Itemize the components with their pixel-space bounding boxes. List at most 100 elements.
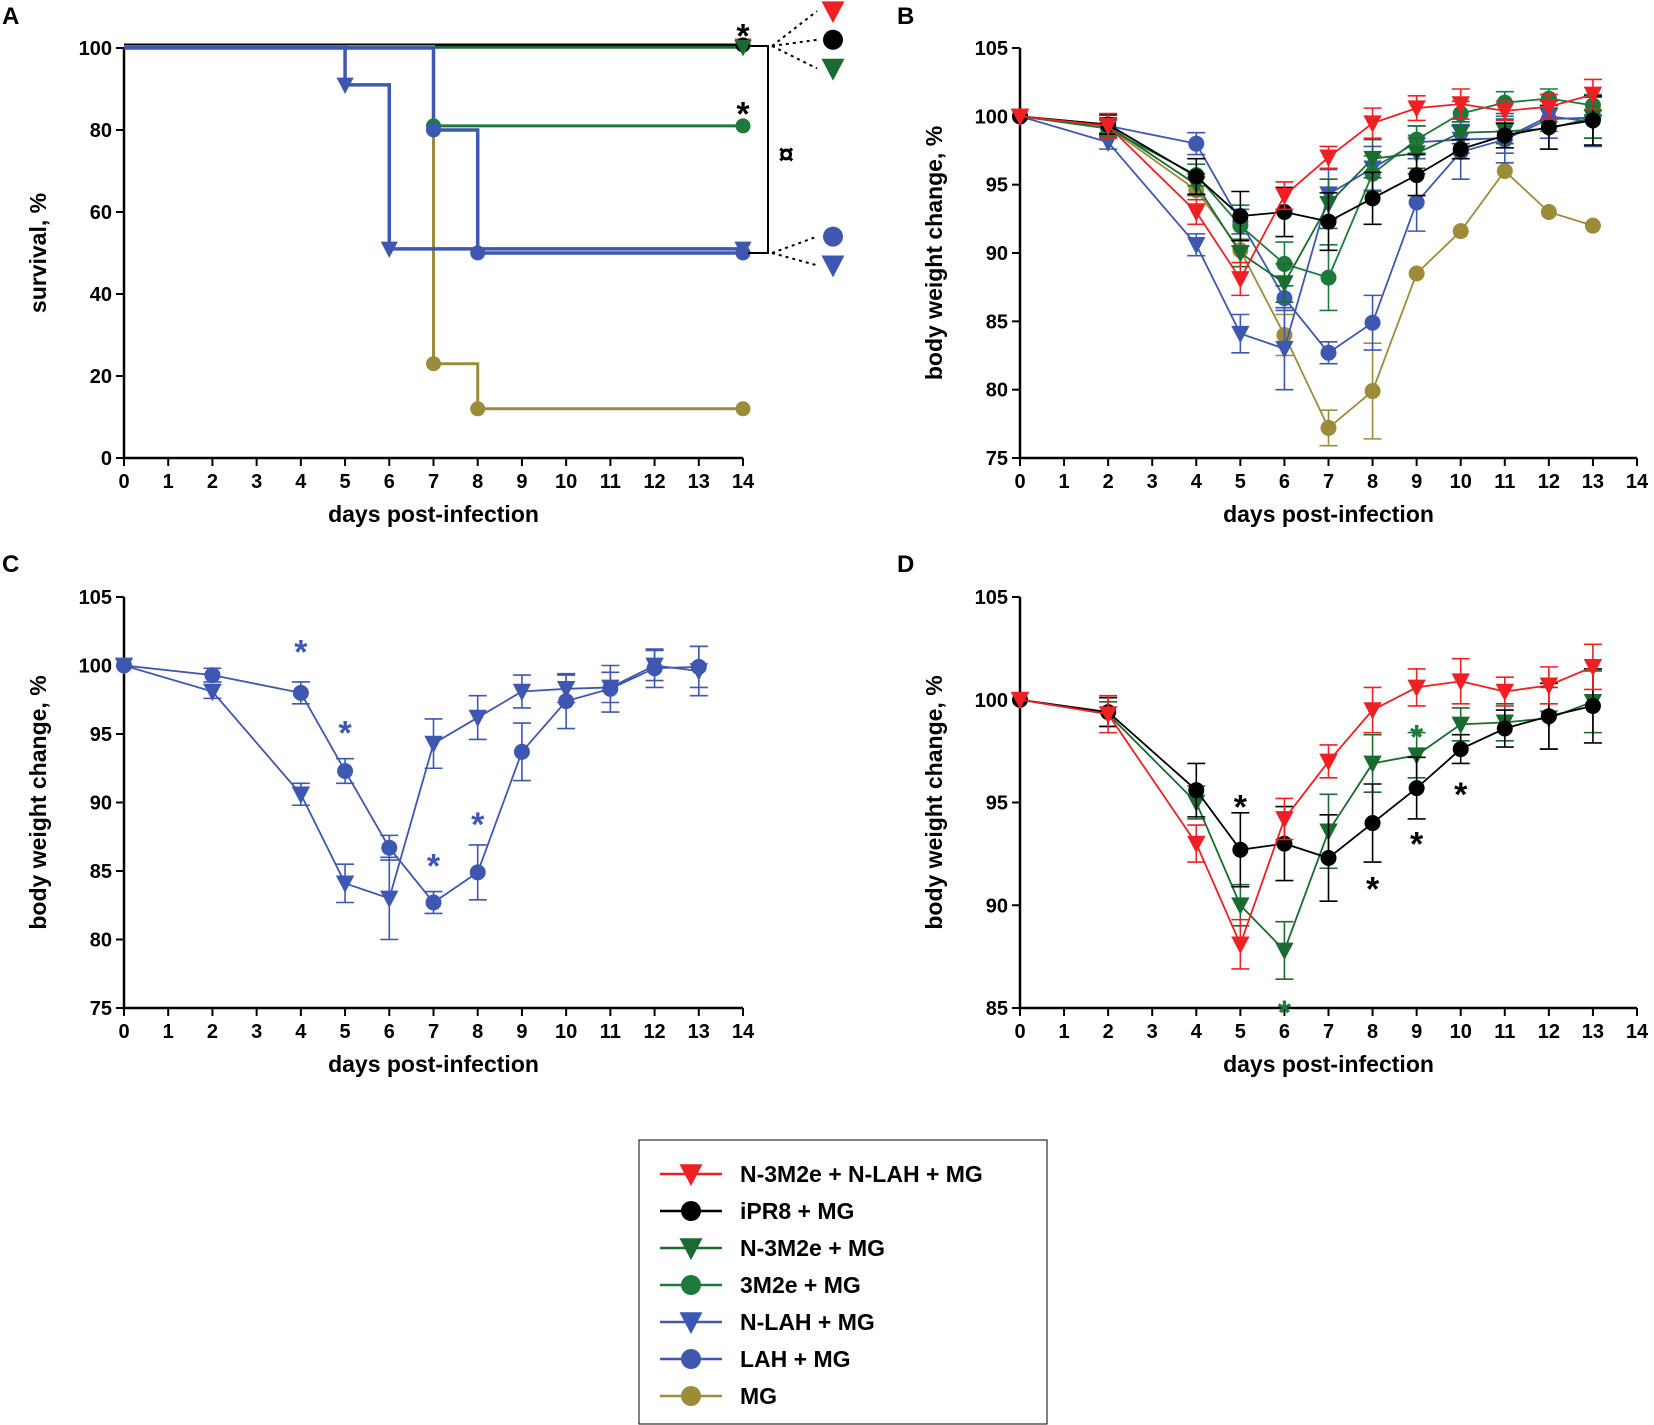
panel-b-point-n-3m2e-n-lah-mg — [1231, 271, 1250, 289]
panel-a-significance-bracket — [748, 45, 769, 254]
panel-letter-b: B — [897, 3, 914, 30]
panel-a-y-tick-label: 60 — [90, 202, 112, 224]
panel-d-point-n-3m2e-n-lah-mg — [1275, 811, 1294, 829]
legend-swatch-marker — [681, 1275, 701, 1295]
legend-swatch-marker — [681, 1349, 701, 1369]
panel-d-y-tick-label: 95 — [986, 793, 1008, 815]
panel-d-point-ipr8-mg — [1320, 849, 1337, 866]
panel-a-point-n-lah-mg — [734, 241, 752, 258]
legend-item: MG — [660, 1383, 777, 1409]
panel-b-point-ipr8-mg — [1188, 168, 1205, 185]
panel-b-point-mg — [1540, 204, 1557, 220]
panel-b-x-tick-label: 8 — [1367, 471, 1378, 493]
panel-b-point-ipr8-mg — [1276, 204, 1293, 220]
panel-a-point-n-lah-mg — [336, 77, 354, 94]
panel-c-point-n-lah-mg — [291, 786, 311, 804]
panel-d-x-tick-label: 13 — [1582, 1021, 1604, 1043]
panel-a-significance-mark: ¤ — [770, 147, 801, 163]
panel-c-x-tick-label: 6 — [384, 1021, 395, 1043]
panel-b-series-n-3m2e-n-lah-mg — [1010, 78, 1603, 297]
panel-a-x-tick-label: 4 — [295, 471, 307, 493]
panel-a-significance-mark: * — [736, 18, 750, 56]
panel-c-point-lah-mg — [381, 839, 398, 856]
panel-c-x-axis-title: days post-infection — [328, 1051, 539, 1077]
panel-d-point-ipr8-mg — [1584, 697, 1601, 714]
legend-swatch-marker — [679, 1238, 703, 1261]
legend-item: N-3M2e + N-LAH + MG — [660, 1161, 983, 1187]
panel-d-point-n-3m2e-n-lah-mg — [1363, 702, 1382, 720]
panel-c-x-tick-label: 0 — [118, 1021, 129, 1043]
legend-label: N-3M2e + MG — [740, 1235, 885, 1261]
panel-d-point-n-3m2e-mg — [1231, 897, 1250, 915]
panel-b-point-mg — [1408, 265, 1425, 282]
panel-c-line-n-lah-mg — [123, 664, 699, 900]
panel-c-point-lah-mg — [337, 762, 354, 779]
panel-d-significance-mark: * — [1278, 994, 1292, 1032]
panel-c-point-n-lah-mg — [203, 683, 222, 702]
panel-b-point-ipr8-mg — [1584, 112, 1601, 129]
panel-a-significance-mark: * — [736, 95, 750, 133]
panel-d-x-tick-label: 10 — [1450, 1021, 1472, 1043]
panel-c-x-tick-label: 13 — [688, 1021, 710, 1043]
panel-letter-c: C — [2, 551, 19, 578]
panel-d-significance-mark: * — [1410, 719, 1424, 757]
panel-d-x-tick-label: 9 — [1411, 1021, 1422, 1043]
panel-b-point-n-3m2e-mg — [1363, 150, 1382, 169]
panel-c-y-tick-label: 90 — [90, 793, 112, 815]
panel-b-point-n-3m2e-n-lah-mg — [1407, 100, 1426, 118]
panel-b-x-tick-label: 7 — [1323, 471, 1334, 493]
panel-d-point-ipr8-mg — [1540, 708, 1557, 725]
panel-b-point-mg — [1364, 383, 1381, 400]
panel-d-point-n-3m2e-mg — [1363, 755, 1382, 774]
panel-c-x-tick-label: 10 — [555, 1021, 577, 1043]
panel-d-y-axis-title: body weight change, % — [921, 675, 947, 929]
panel-c-x-tick-label: 4 — [295, 1021, 307, 1043]
panel-d-line-n-3m2e-mg — [1019, 698, 1594, 953]
panel-b-line-mg — [1019, 115, 1594, 430]
panel-a-pointer-line — [771, 235, 818, 254]
panel-a-pointer-line — [771, 10, 818, 47]
panel-b-x-tick-label: 6 — [1279, 471, 1290, 493]
panel-b-x-tick-label: 10 — [1450, 471, 1472, 493]
panel-d-x-tick-label: 4 — [1191, 1021, 1203, 1043]
panel-a-point-n-3m2e-mg — [734, 39, 752, 57]
panel-a-y-tick-label: 100 — [79, 38, 112, 60]
panel-b-point-n-3m2e-mg — [1231, 245, 1250, 263]
panel-d-point-n-3m2e-n-lah-mg — [1010, 691, 1030, 710]
panel-a-x-tick-label: 13 — [688, 471, 710, 493]
panel-b-x-tick-label: 14 — [1626, 471, 1649, 493]
panel-c-point-n-lah-mg — [601, 679, 620, 698]
panel-b-y-tick-label: 75 — [986, 448, 1008, 470]
panel-b-point-n-3m2e-n-lah-mg — [1539, 98, 1559, 117]
panel-c-line-lah-mg — [123, 664, 699, 904]
panel-c-point-n-lah-mg — [114, 657, 134, 676]
panel-d-x-tick-label: 7 — [1323, 1021, 1334, 1043]
legend-label: LAH + MG — [740, 1346, 851, 1372]
panel-d-x-tick-label: 6 — [1279, 1021, 1290, 1043]
legend-item: 3M2e + MG — [660, 1272, 861, 1298]
panel-c-point-n-lah-mg — [512, 683, 532, 702]
panel-a-x-tick-label: 12 — [643, 471, 665, 493]
panel-c-point-n-lah-mg — [424, 735, 443, 754]
panel-b-point-lah-mg — [1188, 135, 1205, 152]
panel-c-y-tick-label: 100 — [79, 656, 112, 678]
panel-b-point-n-3m2e-n-lah-mg — [1583, 86, 1603, 105]
panel-d-x-tick-label: 12 — [1538, 1021, 1560, 1043]
panel-b-line-lah-mg — [1019, 115, 1593, 354]
panel-b-point-n-3m2e-mg — [1275, 275, 1294, 293]
panel-d-point-n-3m2e-mg — [1451, 716, 1470, 735]
legend: N-3M2e + N-LAH + MG iPR8 + MG N-3M2e + MG 3… — [638, 1139, 1048, 1425]
panel-a-side-marker — [821, 1, 845, 24]
panel-d-x-tick-label: 8 — [1367, 1021, 1378, 1043]
panel-letter-d: D — [897, 551, 914, 578]
panel-b-x-tick-label: 3 — [1147, 471, 1158, 493]
panel-b-weight-chart: 0 1 2 3 4 5 6 7 8 9 10 11 12 13 147580859095100105days… — [921, 38, 1649, 527]
panel-a-x-tick-label: 2 — [207, 471, 218, 493]
panel-a-pointer-line — [771, 45, 818, 70]
panel-b-point-n-lah-mg — [1275, 340, 1294, 359]
panel-c-x-tick-label: 7 — [428, 1021, 439, 1043]
panel-b-x-tick-label: 5 — [1235, 471, 1246, 493]
panel-a-x-tick-label: 14 — [732, 471, 755, 493]
panel-c-point-n-lah-mg — [380, 890, 399, 909]
